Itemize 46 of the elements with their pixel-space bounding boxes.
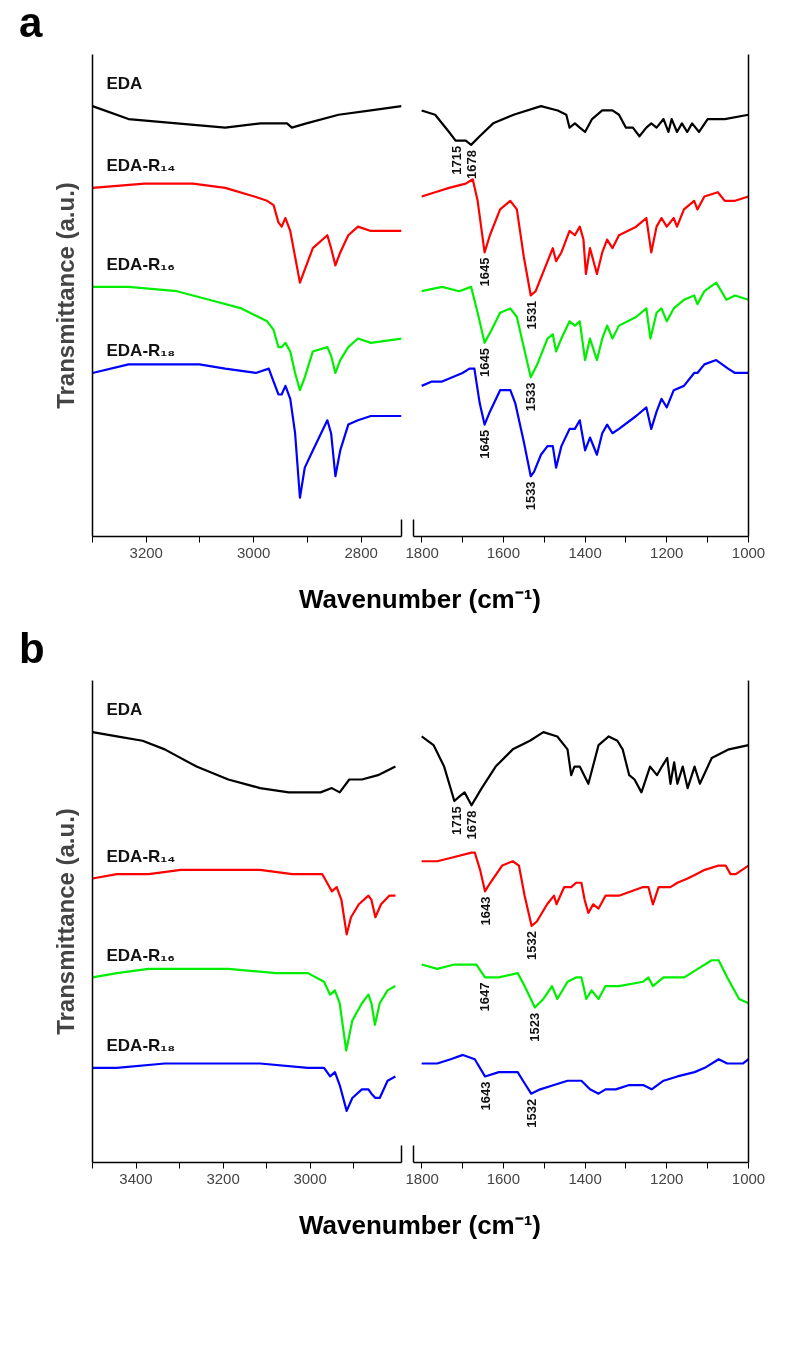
annotation: 1523	[527, 1012, 543, 1042]
x-tick-label: 3000	[293, 1169, 327, 1187]
chart-title: a	[19, 0, 43, 46]
x-tick-label: 3200	[129, 543, 163, 561]
x-axis-title: Wavenumber (cm⁻¹)	[298, 583, 542, 616]
series-label: EDA	[106, 74, 143, 94]
x-tick-label: 1000	[731, 543, 766, 561]
x-tick-label: 1600	[486, 543, 521, 561]
x-tick-label: 3000	[237, 543, 271, 561]
annotation: 1715	[448, 145, 464, 175]
series-label: EDA	[106, 700, 143, 720]
x-tick-label: 1800	[405, 1169, 439, 1187]
annotation: 1645	[477, 348, 493, 377]
series-label: EDA-R₁₈	[106, 341, 176, 361]
annotation: 1678	[464, 150, 480, 179]
x-tick-label: 1400	[568, 1169, 602, 1187]
series-label: EDA-R₁₄	[106, 156, 176, 175]
y-axis-title: Transmittance (a.u.)	[51, 182, 79, 409]
x-tick-label: 1800	[405, 543, 439, 561]
annotation: 1533	[523, 481, 539, 511]
annotation: 1533	[523, 382, 539, 412]
series-label: EDA-R₁₆	[106, 945, 176, 965]
x-tick-label: 1400	[568, 543, 602, 561]
x-tick-label: 1000	[731, 1169, 766, 1187]
y-axis-title: Transmittance (a.u.)	[51, 808, 79, 1035]
x-axis-title: Wavenumber (cm⁻¹)	[298, 1209, 542, 1242]
chart-title: b	[19, 625, 45, 672]
x-tick-label: 2800	[344, 543, 378, 561]
annotation: 1645	[477, 429, 493, 459]
x-tick-label: 1200	[650, 1169, 684, 1187]
annotation: 1532	[523, 930, 539, 960]
annotation: 1532	[523, 1098, 539, 1128]
series-label: EDA-R₁₄	[106, 846, 176, 866]
annotation: 1643	[478, 896, 494, 926]
annotation: 1645	[477, 257, 493, 287]
annotation: 1531	[524, 300, 540, 330]
annotation: 1647	[476, 982, 492, 1012]
series-label: EDA-R₁₈	[106, 1035, 176, 1055]
x-tick-label: 3400	[119, 1169, 153, 1187]
x-tick-label: 3200	[206, 1169, 240, 1187]
series-label: EDA-R₁₆	[106, 254, 176, 274]
annotation: 1678	[464, 810, 480, 840]
annotation: 1643	[478, 1081, 494, 1111]
annotation: 1715	[448, 806, 464, 836]
x-tick-label: 1600	[486, 1169, 521, 1187]
x-tick-label: 1200	[650, 543, 684, 561]
